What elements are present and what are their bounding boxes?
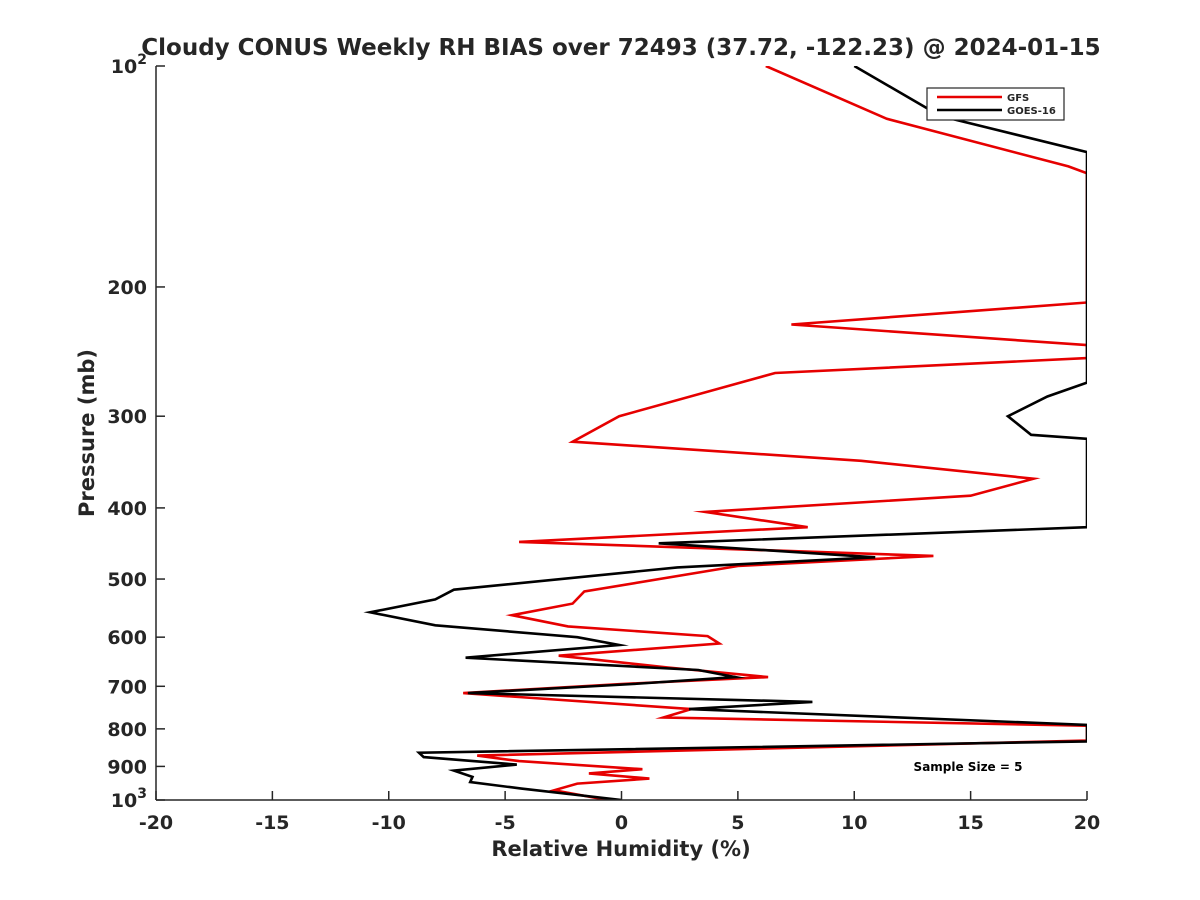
x-tick-label: 5 bbox=[731, 812, 744, 834]
series-line-gfs bbox=[463, 66, 1087, 800]
legend-label-goes-16: GOES-16 bbox=[1007, 106, 1056, 117]
y-tick-label: 800 bbox=[107, 719, 147, 741]
y-tick-label: 300 bbox=[107, 406, 147, 428]
y-tick-label: 102 bbox=[111, 52, 147, 78]
legend-label-gfs: GFS bbox=[1007, 93, 1029, 104]
chart-title: Cloudy CONUS Weekly RH BIAS over 72493 (… bbox=[141, 35, 1100, 61]
plot-area bbox=[363, 66, 1087, 800]
x-tick-label: -20 bbox=[139, 812, 173, 834]
y-tick-label: 103 bbox=[111, 786, 147, 812]
x-tick-label: 10 bbox=[841, 812, 867, 834]
x-tick-label: -10 bbox=[372, 812, 406, 834]
legend-box bbox=[926, 87, 1065, 121]
y-tick-label: 200 bbox=[107, 277, 147, 299]
series-line-goes-16 bbox=[363, 66, 1087, 800]
x-axis-label: Relative Humidity (%) bbox=[491, 837, 750, 861]
y-tick-label: 700 bbox=[107, 676, 147, 698]
axes bbox=[155, 66, 1087, 801]
x-tick-label: 20 bbox=[1074, 812, 1100, 834]
y-tick-label: 400 bbox=[107, 498, 147, 520]
ticks: -20 -15 -10 -5 0 5 10 15 20 102 200 300 400 500 600 700… bbox=[107, 52, 1100, 834]
y-tick-label: 600 bbox=[107, 627, 147, 649]
x-tick-label: 0 bbox=[615, 812, 628, 834]
x-tick-label: -5 bbox=[495, 812, 516, 834]
legend: GFS GOES-16 bbox=[926, 87, 1065, 121]
y-tick-label: 500 bbox=[107, 569, 147, 591]
x-tick-label: 15 bbox=[957, 812, 983, 834]
y-axis-label: Pressure (mb) bbox=[75, 349, 99, 517]
sample-size-annotation: Sample Size = 5 bbox=[914, 760, 1023, 774]
y-tick-label: 900 bbox=[107, 756, 147, 778]
x-tick-label: -15 bbox=[255, 812, 289, 834]
